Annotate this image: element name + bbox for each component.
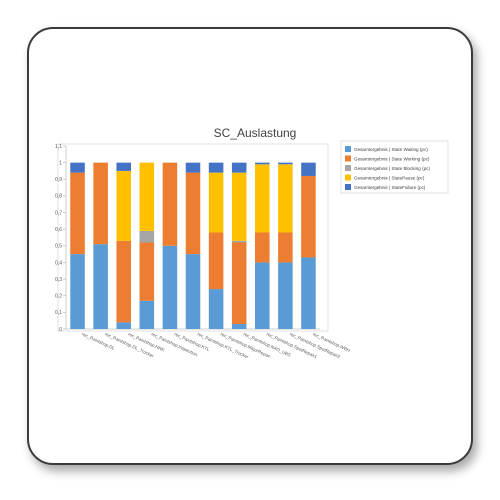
bar-segment bbox=[116, 240, 132, 323]
bars bbox=[70, 162, 316, 329]
bar-segment bbox=[278, 164, 293, 233]
bar-segment bbox=[278, 232, 293, 263]
legend-label: Gesamtergebnis | StateFailure (pc) bbox=[354, 185, 426, 190]
bar-segment bbox=[139, 300, 155, 329]
bar-segment bbox=[116, 162, 132, 171]
bar-segment bbox=[301, 162, 316, 176]
bar-segment bbox=[185, 254, 201, 329]
bar-segment bbox=[70, 172, 85, 255]
bar-segment bbox=[139, 242, 155, 301]
y-tick-label: 0,8 bbox=[55, 194, 62, 200]
y-tick-label: 0,5 bbox=[55, 244, 62, 250]
bar-segment bbox=[116, 170, 132, 241]
bar-segment bbox=[70, 162, 85, 173]
bar-segment bbox=[278, 162, 293, 165]
chart-title: SC_Auslastung bbox=[214, 126, 297, 140]
bar-segment bbox=[208, 172, 224, 233]
y-axis: 0 0,1 0,2 0,3 0,4 0,5 0,6 0,7 0,8 0,9 1 1,1 bbox=[55, 144, 320, 333]
bar-segment bbox=[116, 322, 132, 329]
y-tick-label: 0,1 bbox=[55, 310, 62, 316]
bar-segment bbox=[139, 162, 155, 231]
bar-segment bbox=[70, 254, 85, 329]
bar-segment bbox=[185, 172, 201, 255]
legend-label: Gesamtergebnis | State Blocking (pc) bbox=[354, 166, 430, 171]
y-tick-label: 0,9 bbox=[55, 177, 62, 183]
bar-segment bbox=[231, 162, 247, 173]
bar-segment bbox=[231, 242, 247, 325]
legend-swatch bbox=[345, 155, 351, 162]
bar-segment bbox=[208, 289, 224, 329]
bar-segment bbox=[254, 232, 270, 263]
bar-segment bbox=[208, 232, 224, 290]
y-tick-label: 0,6 bbox=[55, 227, 62, 233]
legend-swatch bbox=[345, 165, 351, 171]
legend-box bbox=[340, 140, 449, 194]
bar-segment bbox=[185, 162, 201, 173]
legend-label: Gesamtergebnis | State Waiting (pc) bbox=[354, 147, 428, 152]
legend-label: Gesamtergebnis | State Working (pc) bbox=[354, 157, 430, 162]
bar-segment bbox=[231, 240, 247, 243]
legend: Gesamtergebnis | State Waiting (pc) Gesam… bbox=[340, 140, 449, 194]
bar-segment bbox=[254, 262, 270, 329]
y-tick-label: 0,2 bbox=[55, 294, 62, 300]
y-tick-label: 0,7 bbox=[55, 210, 62, 216]
bar-segment bbox=[162, 162, 178, 246]
bar-segment bbox=[93, 162, 108, 245]
bar-segment bbox=[162, 245, 178, 329]
y-tick-label: 0,4 bbox=[55, 260, 62, 266]
bar-segment bbox=[139, 230, 155, 243]
legend-label: Gesamtergebnis | StatePause (pc) bbox=[354, 176, 425, 181]
bar-segment bbox=[93, 244, 108, 329]
plot-area-border bbox=[57, 143, 329, 332]
y-tick-label: 1 bbox=[59, 160, 62, 166]
bar-segment bbox=[254, 162, 270, 165]
bar-segment bbox=[208, 162, 224, 173]
y-tick-label: 1,1 bbox=[55, 144, 62, 150]
bar-segment bbox=[278, 262, 293, 329]
legend-swatch bbox=[345, 174, 351, 181]
bar-segment bbox=[231, 172, 247, 241]
y-tick-label: 0,3 bbox=[55, 277, 62, 283]
y-tick-label: 0 bbox=[59, 327, 62, 333]
bar-segment bbox=[301, 257, 316, 329]
bar-segment bbox=[301, 175, 316, 258]
legend-swatch bbox=[345, 184, 351, 190]
legend-swatch bbox=[345, 146, 351, 152]
bar-segment bbox=[254, 164, 270, 233]
x-axis-labels: rec_Paintshop.DLrec_Paintshop.DL_Trocker… bbox=[81, 331, 351, 359]
bar-segment bbox=[231, 324, 247, 329]
